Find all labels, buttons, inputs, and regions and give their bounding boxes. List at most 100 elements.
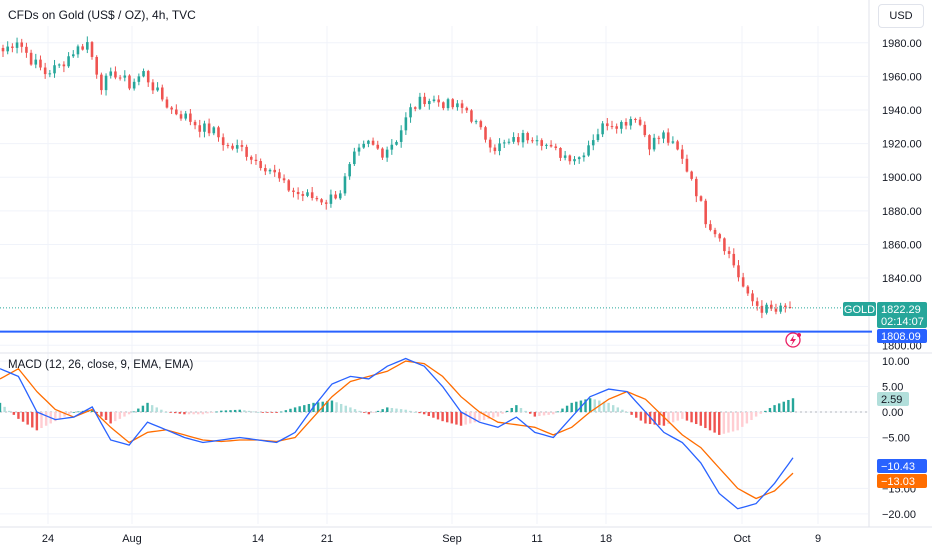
candle-body	[507, 141, 511, 143]
candle-body	[175, 109, 178, 115]
histogram-bar	[542, 412, 546, 416]
histogram-bar	[183, 412, 186, 415]
candle-body	[249, 156, 253, 160]
candle-body	[493, 147, 497, 152]
currency-button[interactable]: USD	[878, 4, 924, 28]
candle	[680, 144, 684, 165]
candle	[184, 110, 187, 121]
candle-body	[680, 149, 684, 159]
candle-body	[442, 102, 445, 109]
signal-line	[0, 360, 794, 500]
candle-body	[437, 99, 440, 103]
candle	[170, 106, 173, 114]
histogram-bar	[422, 412, 426, 415]
histogram-bar	[496, 412, 500, 417]
candle	[362, 140, 365, 149]
histogram-bar	[773, 405, 776, 412]
macd-line	[0, 357, 794, 510]
candle-body	[1, 47, 5, 52]
countdown-label: 02:14:07	[881, 316, 924, 328]
candle-body	[259, 161, 262, 169]
candle	[1, 44, 5, 58]
candle	[278, 168, 281, 182]
candle-body	[685, 158, 689, 172]
candle	[535, 135, 539, 146]
histogram-bar	[91, 409, 94, 412]
time-tick-label: 11	[531, 533, 542, 545]
histogram-bar	[667, 412, 670, 425]
histogram-bar	[275, 412, 278, 413]
chart-title: CFDs on Gold (US$ / OZ), 4h, TVC	[8, 8, 196, 22]
candle	[699, 195, 703, 202]
candle	[203, 120, 206, 138]
histogram-bar	[556, 411, 560, 413]
candle	[634, 117, 637, 123]
histogram-bar	[418, 412, 421, 414]
histogram-bar	[118, 412, 122, 419]
candle-body	[390, 144, 394, 150]
histogram-bar	[72, 412, 75, 413]
candle	[212, 126, 216, 136]
candle	[245, 144, 248, 161]
histogram-bar	[750, 412, 753, 421]
candle	[57, 63, 61, 68]
candle	[132, 78, 136, 91]
price-tick-label: 1860.00	[882, 239, 922, 251]
price-tag-group	[843, 302, 927, 343]
histogram-bar	[104, 412, 108, 421]
candle-body	[540, 140, 544, 146]
histogram-bar	[339, 403, 343, 412]
candle	[488, 137, 492, 153]
candle	[353, 147, 356, 166]
candle-body	[573, 159, 576, 162]
candle	[231, 143, 234, 151]
candle	[723, 237, 726, 255]
histogram-bar	[533, 412, 537, 417]
candle	[86, 36, 89, 54]
histogram-bar	[787, 399, 790, 412]
histogram-bar	[8, 410, 11, 412]
histogram-bar	[109, 412, 112, 424]
candle-body	[226, 145, 230, 147]
macd-tick-label: 5.00	[882, 382, 903, 394]
support-price-label: 1808.09	[881, 331, 921, 343]
histogram-bar	[353, 409, 357, 412]
candle	[371, 137, 375, 146]
candle-body	[62, 64, 66, 67]
candle	[460, 99, 464, 114]
histogram-bar	[289, 408, 292, 412]
candle-body	[488, 139, 492, 148]
candles	[1, 36, 792, 319]
price-tick-label: 1840.00	[882, 273, 922, 285]
candle-body	[292, 190, 295, 192]
candle	[114, 66, 117, 80]
candle	[306, 189, 309, 198]
histogram-bar	[224, 410, 228, 412]
candle-body	[666, 132, 670, 143]
histogram-bar	[17, 412, 20, 419]
histogram-bar	[164, 412, 168, 413]
candle-body	[395, 141, 398, 145]
candle-body	[638, 119, 642, 125]
candle	[334, 190, 337, 200]
candle-body	[704, 200, 707, 225]
candle-body	[142, 71, 145, 77]
histogram-bar	[621, 409, 624, 412]
candle-body	[591, 140, 595, 146]
histogram-value-label: 2.59	[881, 394, 902, 406]
candle-body	[217, 127, 220, 138]
candle	[395, 140, 398, 146]
candle-body	[432, 99, 436, 102]
candle-body	[273, 169, 276, 173]
candle-body	[718, 234, 722, 239]
candle-body	[554, 146, 558, 148]
candle-body	[526, 133, 529, 141]
signal-value-label: −13.03	[881, 476, 915, 488]
candle	[713, 227, 717, 238]
candle-body	[737, 265, 740, 278]
candle	[254, 154, 258, 165]
histogram-bar	[570, 402, 573, 412]
histogram-bar	[690, 412, 693, 423]
